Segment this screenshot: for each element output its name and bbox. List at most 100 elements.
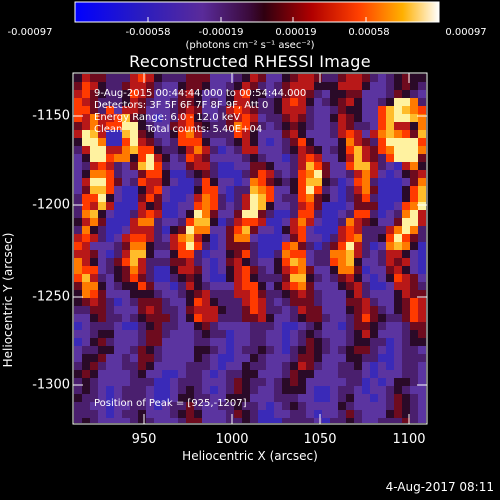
heatmap-pixel [130,298,138,306]
heatmap-pixel [114,402,122,410]
heatmap-pixel [322,218,330,226]
heatmap-pixel [290,210,298,218]
heatmap-pixel [242,314,250,322]
heatmap-pixel [114,114,122,122]
heatmap-pixel [362,210,370,218]
heatmap-pixel [210,306,218,314]
x-tick-label: 1050 [303,432,337,447]
heatmap-pixel [146,226,154,234]
heatmap-pixel [162,130,170,138]
heatmap-pixel [362,346,370,354]
heatmap-pixel [250,162,258,170]
heatmap-pixel [386,194,394,202]
heatmap-pixel [98,82,106,90]
heatmap-pixel [250,226,258,234]
heatmap-pixel [362,386,370,394]
heatmap-pixel [274,122,282,130]
heatmap-pixel [370,306,378,314]
heatmap-pixel [74,170,82,178]
heatmap-pixel [202,226,210,234]
heatmap-pixel [330,90,338,98]
heatmap-pixel [410,202,418,210]
heatmap-pixel [98,338,106,346]
heatmap-pixel [178,210,186,218]
heatmap-pixel [338,298,346,306]
heatmap-pixel [338,74,346,82]
heatmap-pixel [346,338,354,346]
heatmap-pixel [298,178,306,186]
heatmap-pixel [354,114,362,122]
heatmap-pixel [98,362,106,370]
heatmap-pixel [106,298,114,306]
heatmap-pixel [266,226,274,234]
heatmap-pixel [154,242,162,250]
heatmap-pixel [378,90,386,98]
heatmap-pixel [98,290,106,298]
heatmap-pixel [250,114,258,122]
heatmap-pixel [274,330,282,338]
heatmap-pixel [346,202,354,210]
heatmap-pixel [90,346,98,354]
heatmap-pixel [178,138,186,146]
heatmap-pixel [258,210,266,218]
heatmap-pixel [394,82,402,90]
heatmap-pixel [186,146,194,154]
heatmap-pixel [106,410,114,418]
heatmap-pixel [266,82,274,90]
heatmap-pixel [282,338,290,346]
heatmap-pixel [74,418,82,423]
heatmap-pixel [178,306,186,314]
heatmap-pixel [370,274,378,282]
heatmap-pixel [146,314,154,322]
heatmap-pixel [346,178,354,186]
heatmap-pixel [178,218,186,226]
heatmap-pixel [290,146,298,154]
heatmap-pixel [362,170,370,178]
heatmap-pixel [346,106,354,114]
heatmap-pixel [242,234,250,242]
heatmap-pixel [138,114,146,122]
heatmap-pixel [266,194,274,202]
heatmap-pixel [314,234,322,242]
heatmap-pixel [418,290,426,298]
heatmap-pixel [146,138,154,146]
heatmap-pixel [186,186,194,194]
heatmap-pixel [418,410,426,418]
heatmap-pixel [130,82,138,90]
heatmap-pixel [330,226,338,234]
heatmap-pixel [98,402,106,410]
heatmap-pixel [122,186,130,194]
y-axis-label: Heliocentric Y (arcsec) [1,232,15,368]
heatmap-pixel [362,298,370,306]
heatmap-pixel [250,74,258,82]
heatmap-pixel [130,418,138,423]
heatmap-pixel [370,298,378,306]
heatmap-pixel [266,138,274,146]
heatmap-pixel [178,394,186,402]
heatmap-pixel [250,330,258,338]
heatmap-pixel [410,362,418,370]
heatmap-pixel [306,314,314,322]
heatmap-pixel [378,242,386,250]
heatmap-pixel [186,242,194,250]
heatmap-pixel [258,418,266,423]
colorbar [74,1,440,23]
heatmap-pixel [90,114,98,122]
heatmap-pixel [266,218,274,226]
heatmap-pixel [346,218,354,226]
heatmap-pixel [210,314,218,322]
heatmap-pixel [82,290,90,298]
heatmap-pixel [162,186,170,194]
heatmap-pixel [162,210,170,218]
heatmap-pixel [234,314,242,322]
heatmap-pixel [258,322,266,330]
heatmap-pixel [418,314,426,322]
heatmap-pixel [306,370,314,378]
heatmap-pixel [170,346,178,354]
heatmap-pixel [370,226,378,234]
heatmap-pixel [250,154,258,162]
heatmap-pixel [258,82,266,90]
heatmap-pixel [410,274,418,282]
heatmap-pixel [346,346,354,354]
heatmap-pixel [186,410,194,418]
